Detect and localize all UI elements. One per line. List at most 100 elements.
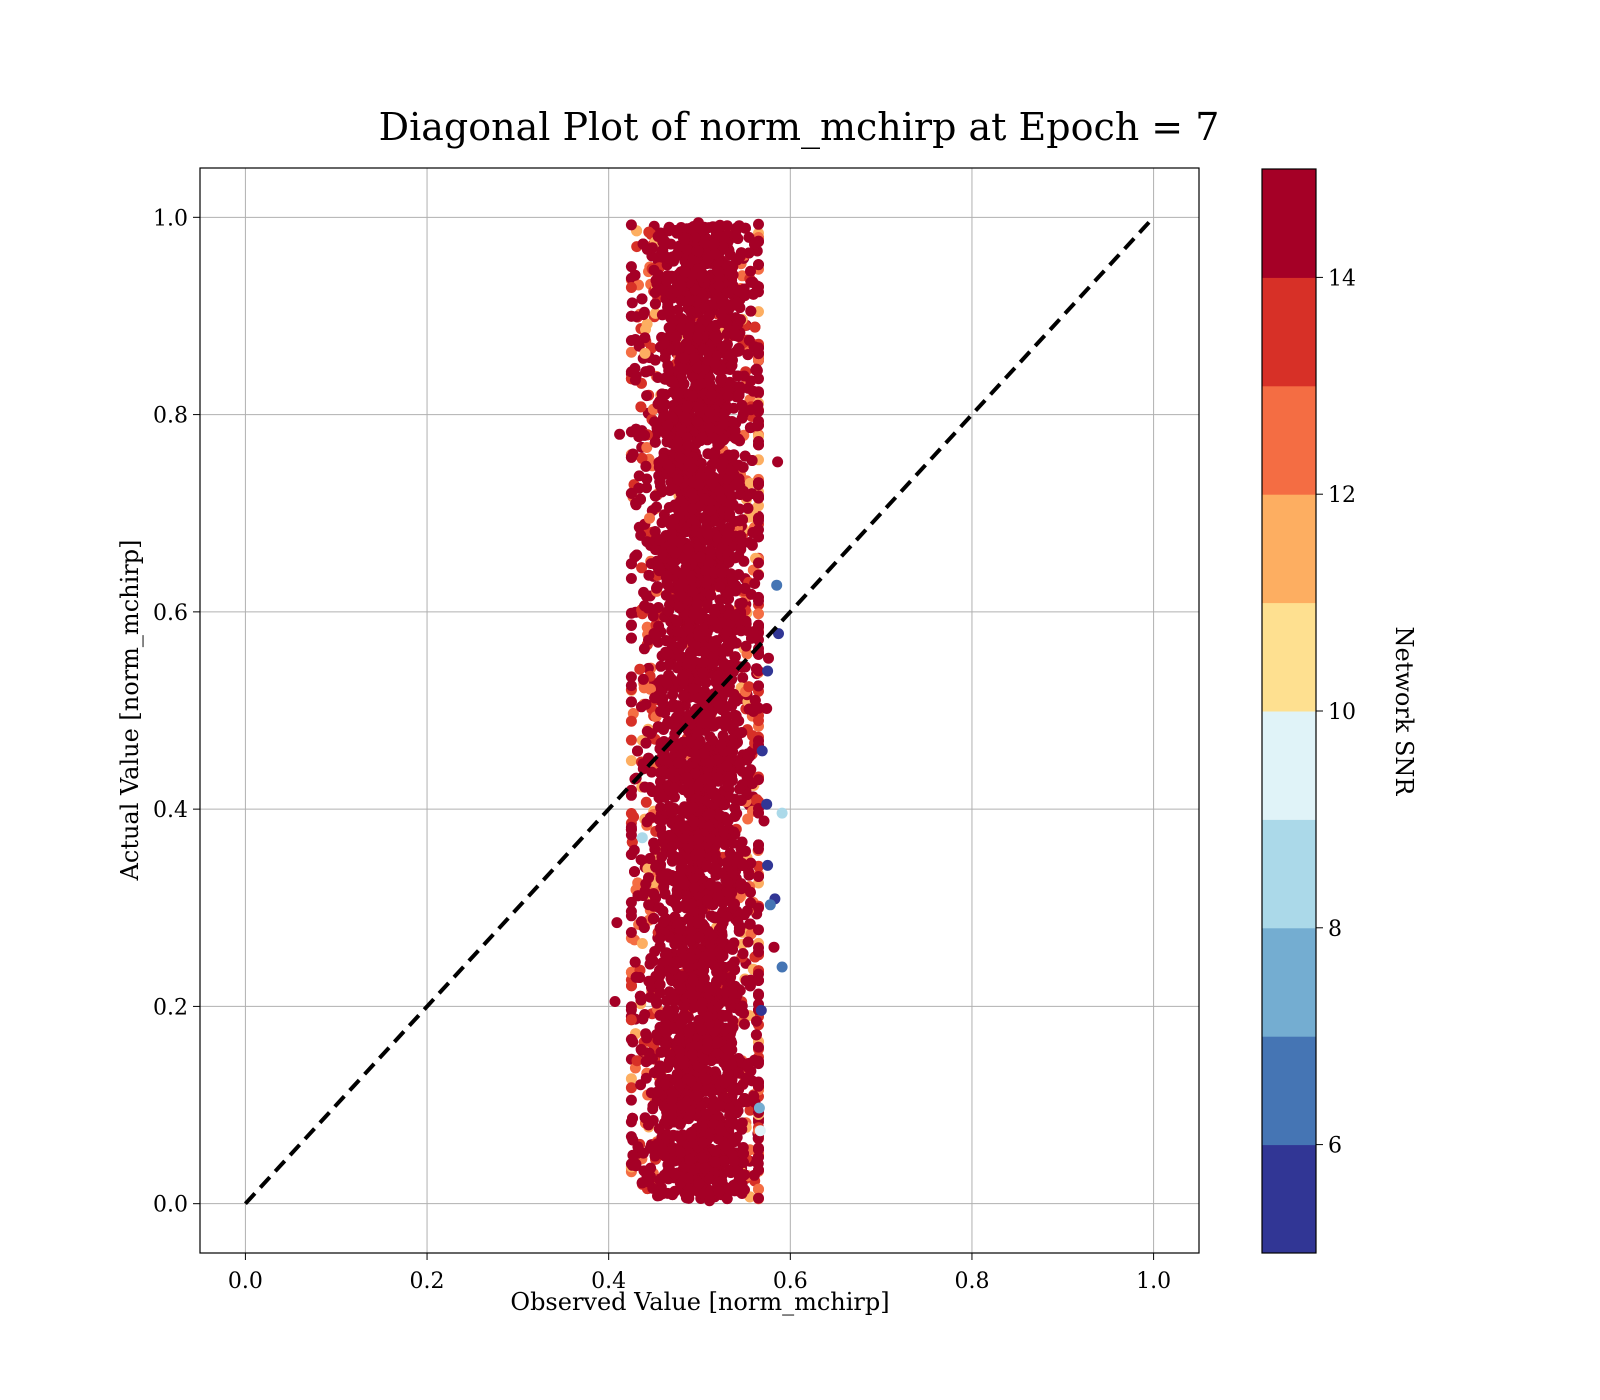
scatter-point — [693, 931, 705, 943]
scatter-point — [672, 474, 684, 486]
scatter-point — [745, 375, 757, 387]
scatter-point — [652, 1086, 664, 1098]
scatter-point — [702, 894, 713, 906]
scatter-point — [625, 335, 637, 346]
scatter-point — [678, 378, 690, 390]
scatter-point — [665, 988, 677, 1000]
scatter-point — [753, 386, 764, 398]
scatter-point — [714, 485, 726, 497]
scatter-point — [683, 294, 695, 306]
scatter-point — [641, 390, 653, 402]
scatter-point — [729, 651, 741, 663]
scatter-point — [716, 936, 728, 948]
scatter-point — [625, 1033, 637, 1045]
scatter-point — [753, 524, 764, 536]
scatter-point — [654, 476, 666, 488]
scatter-point — [753, 218, 764, 230]
scatter-point — [625, 784, 637, 796]
scatter-point — [747, 288, 759, 300]
scatter-point — [682, 543, 694, 555]
scatter-point — [662, 301, 674, 313]
scatter-point — [726, 416, 738, 428]
scatter-point — [625, 808, 637, 819]
scatter-point — [732, 285, 744, 297]
scatter-point — [643, 226, 655, 238]
scatter-point — [639, 332, 651, 344]
scatter-point — [675, 590, 687, 601]
scatter-point — [715, 738, 727, 750]
scatter-point — [641, 1032, 653, 1044]
scatter-point — [664, 462, 676, 474]
scatter-point — [722, 1074, 734, 1086]
scatter-point — [736, 1178, 748, 1190]
scatter-point — [747, 276, 759, 288]
scatter-point — [749, 578, 761, 589]
scatter-point — [625, 734, 637, 746]
scatter-point — [739, 222, 751, 234]
scatter-point — [637, 1147, 649, 1159]
scatter-point — [738, 1169, 750, 1181]
scatter-point — [700, 1085, 712, 1097]
scatter-point — [734, 598, 746, 610]
scatter-point — [697, 1137, 709, 1149]
scatter-point — [662, 1159, 674, 1171]
scatter-point — [625, 1094, 637, 1106]
scatter-point — [641, 590, 652, 602]
scatter-point — [630, 497, 642, 509]
scatter-point — [687, 1049, 698, 1060]
scatter-point — [677, 820, 689, 832]
scatter-point — [683, 1025, 695, 1037]
scatter-point — [663, 801, 675, 812]
scatter-point — [719, 659, 731, 671]
scatter-point — [715, 949, 727, 961]
scatter-point — [679, 801, 690, 813]
scatter-point — [681, 432, 693, 444]
scatter-point — [648, 837, 660, 849]
scatter-point — [627, 1112, 638, 1124]
scatter-point — [643, 899, 655, 911]
scatter-point — [686, 988, 697, 1000]
scatter-point — [644, 683, 656, 695]
scatter-point — [753, 439, 764, 451]
scatter-point — [656, 388, 668, 400]
scatter-point — [640, 460, 652, 472]
scatter-point — [675, 280, 687, 292]
scatter-point — [656, 696, 668, 708]
scatter-point — [681, 772, 693, 784]
scatter-point — [680, 561, 692, 573]
scatter-point — [697, 716, 708, 728]
scatter-point — [625, 219, 637, 231]
scatter-point — [716, 617, 728, 629]
scatter-point — [743, 681, 755, 693]
scatter-point — [654, 940, 666, 952]
scatter-point — [692, 332, 704, 344]
scatter-point — [707, 949, 719, 961]
scatter-point — [705, 589, 717, 601]
scatter-point — [753, 839, 764, 851]
scatter-point — [652, 721, 664, 733]
scatter-point — [716, 341, 728, 353]
scatter-point — [674, 1032, 685, 1044]
scatter-point — [718, 434, 730, 446]
scatter-point — [625, 558, 637, 570]
scatter-point — [728, 694, 740, 706]
scatter-point — [662, 419, 674, 431]
scatter-point — [753, 871, 764, 882]
scatter-point — [687, 586, 699, 598]
scatter-point — [667, 963, 679, 975]
scatter-point — [753, 902, 764, 914]
scatter-point — [692, 379, 704, 391]
scatter-point — [692, 245, 704, 257]
scatter-point — [746, 778, 758, 789]
scatter-point — [693, 1014, 705, 1026]
scatter-point — [663, 659, 675, 671]
scatter-point — [639, 1112, 651, 1124]
scatter-point — [669, 897, 681, 909]
scatter-point — [692, 917, 704, 929]
scatter-point — [722, 780, 734, 792]
scatter-point — [715, 460, 727, 472]
scatter-point — [629, 362, 641, 374]
scatter-point — [734, 314, 746, 326]
scatter-point — [683, 623, 695, 634]
